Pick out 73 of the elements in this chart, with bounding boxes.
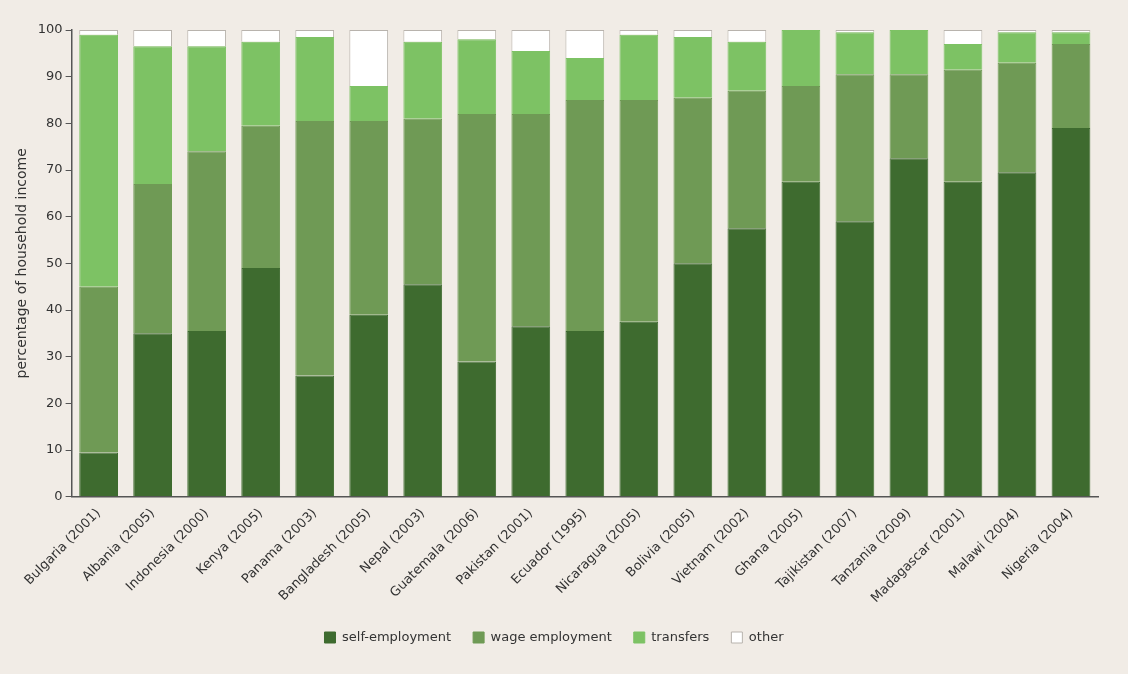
bar [187,151,227,332]
bar [781,30,821,87]
y-tick-label: 50 [46,254,63,270]
bar [133,184,173,334]
bar [727,90,767,229]
bar [727,228,767,497]
bar [835,32,875,75]
y-tick-label: 80 [46,114,63,130]
bar [565,100,605,332]
bar [403,41,443,119]
bar [781,86,821,182]
y-axis-title: percentage of household income [13,148,30,379]
bar [457,361,497,497]
bar [889,30,929,75]
y-tick-label: 90 [46,68,63,84]
bar [511,51,551,115]
legend-label: transfers [651,628,710,644]
bar [1051,128,1091,497]
bar [1051,32,1091,44]
bar [79,34,119,287]
bar [295,121,335,376]
bar [565,58,605,101]
bar [619,321,659,497]
bar [241,268,281,497]
legend-label: self-employment [342,628,452,644]
bar [673,263,713,497]
bar [457,39,497,115]
legend-label: wage employment [490,628,612,644]
bar [943,44,983,70]
bar [457,114,497,362]
y-tick-label: 40 [46,301,63,317]
y-tick-label: 0 [54,488,63,504]
bar [673,37,713,98]
bar [943,181,983,497]
bar [187,46,227,152]
bar [565,331,605,497]
bar [187,331,227,497]
bar [295,375,335,497]
bar [835,74,875,222]
bar [511,326,551,497]
bar [1051,44,1091,129]
bar [835,221,875,497]
bar [943,69,983,182]
bar [889,158,929,497]
bar [295,37,335,122]
bar [349,121,389,315]
y-tick-label: 20 [46,394,63,410]
y-tick-label: 10 [46,441,63,457]
y-tick-label: 100 [37,21,63,37]
bar [619,100,659,322]
bar [511,114,551,327]
bar [133,333,173,497]
bar [79,286,119,453]
bar [403,118,443,285]
bar [133,46,173,185]
bar [403,284,443,497]
legend-label: other [748,628,785,644]
bar [349,314,389,497]
y-tick-label: 30 [46,348,63,364]
bar [241,125,281,269]
bar [997,172,1037,497]
bar [619,34,659,101]
y-tick-label: 60 [46,208,63,224]
bar [79,452,119,497]
bar [997,62,1037,173]
y-tick-label: 70 [46,161,63,177]
bar [349,86,389,122]
bar [889,74,929,159]
bar [997,32,1037,63]
bar [727,41,767,91]
bar [241,41,281,126]
bar [673,97,713,264]
bar [781,181,821,497]
